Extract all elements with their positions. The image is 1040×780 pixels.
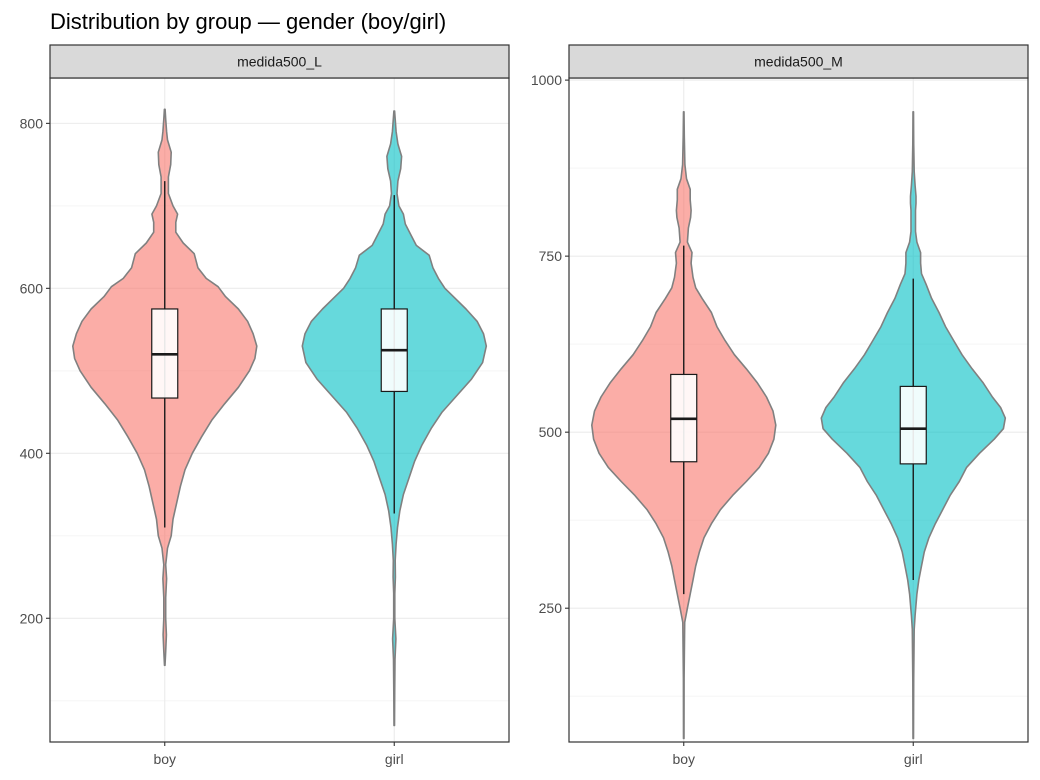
chart-title: Distribution by group — gender (boy/girl… — [50, 9, 446, 34]
panel-medida500-m: medida500_M 250 500 750 1000 boy girl — [531, 44, 1029, 767]
x-tick-label: boy — [153, 751, 176, 767]
facet-strip-label: medida500_M — [754, 54, 843, 70]
facet-strip — [568, 44, 1029, 79]
y-tick-label: 500 — [539, 424, 563, 440]
x-tick-label: girl — [904, 751, 923, 767]
box-girl — [899, 385, 927, 465]
facet-strip-label: medida500_L — [237, 54, 322, 70]
y-tick-label: 1000 — [531, 72, 562, 88]
x-tick-label: boy — [672, 751, 695, 767]
y-tick-label: 200 — [20, 610, 44, 626]
x-tick-label: girl — [385, 751, 404, 767]
y-tick-label: 800 — [20, 115, 44, 131]
facet-strip — [49, 44, 510, 79]
y-tick-label: 400 — [20, 445, 44, 461]
panel-medida500-l: medida500_L 200 400 600 800 boy girl — [20, 44, 510, 767]
y-tick-label: 250 — [539, 600, 563, 616]
y-tick-label: 600 — [20, 280, 44, 296]
y-tick-label: 750 — [539, 248, 563, 264]
